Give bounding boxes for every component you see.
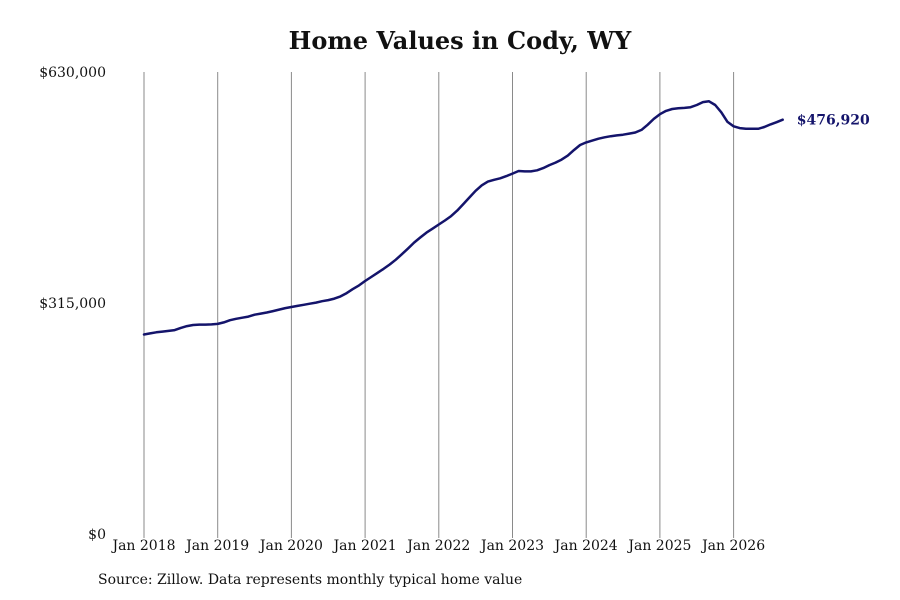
annotation-layer: $476,920 — [797, 113, 870, 129]
y-tick-labels: $0 $315,000 $630,000 — [39, 65, 106, 543]
chart-title: Home Values in Cody, WY — [288, 26, 632, 55]
end-value-label: $476,920 — [797, 113, 870, 129]
y-tick-label: $630,000 — [39, 65, 106, 81]
x-tick-label: Jan 2019 — [184, 538, 249, 554]
source-note: Source: Zillow. Data represents monthly … — [98, 572, 523, 588]
y-tick-label: $315,000 — [39, 296, 106, 312]
series-line — [142, 100, 784, 336]
x-tick-label: Jan 2025 — [626, 538, 691, 554]
x-tick-label: Jan 2018 — [110, 538, 175, 554]
x-tick-label: Jan 2022 — [405, 538, 470, 554]
grid-layer — [143, 72, 735, 538]
x-tick-label: Jan 2026 — [700, 538, 765, 554]
x-tick-label: Jan 2020 — [258, 538, 323, 554]
x-tick-label: Jan 2021 — [332, 538, 397, 554]
series-layer — [142, 100, 784, 336]
x-tick-label: Jan 2024 — [553, 538, 618, 554]
x-tick-label: Jan 2023 — [479, 538, 544, 554]
y-tick-label: $0 — [88, 527, 106, 543]
x-tick-labels: Jan 2018 Jan 2019 Jan 2020 Jan 2021 Jan 2022… — [110, 538, 765, 554]
